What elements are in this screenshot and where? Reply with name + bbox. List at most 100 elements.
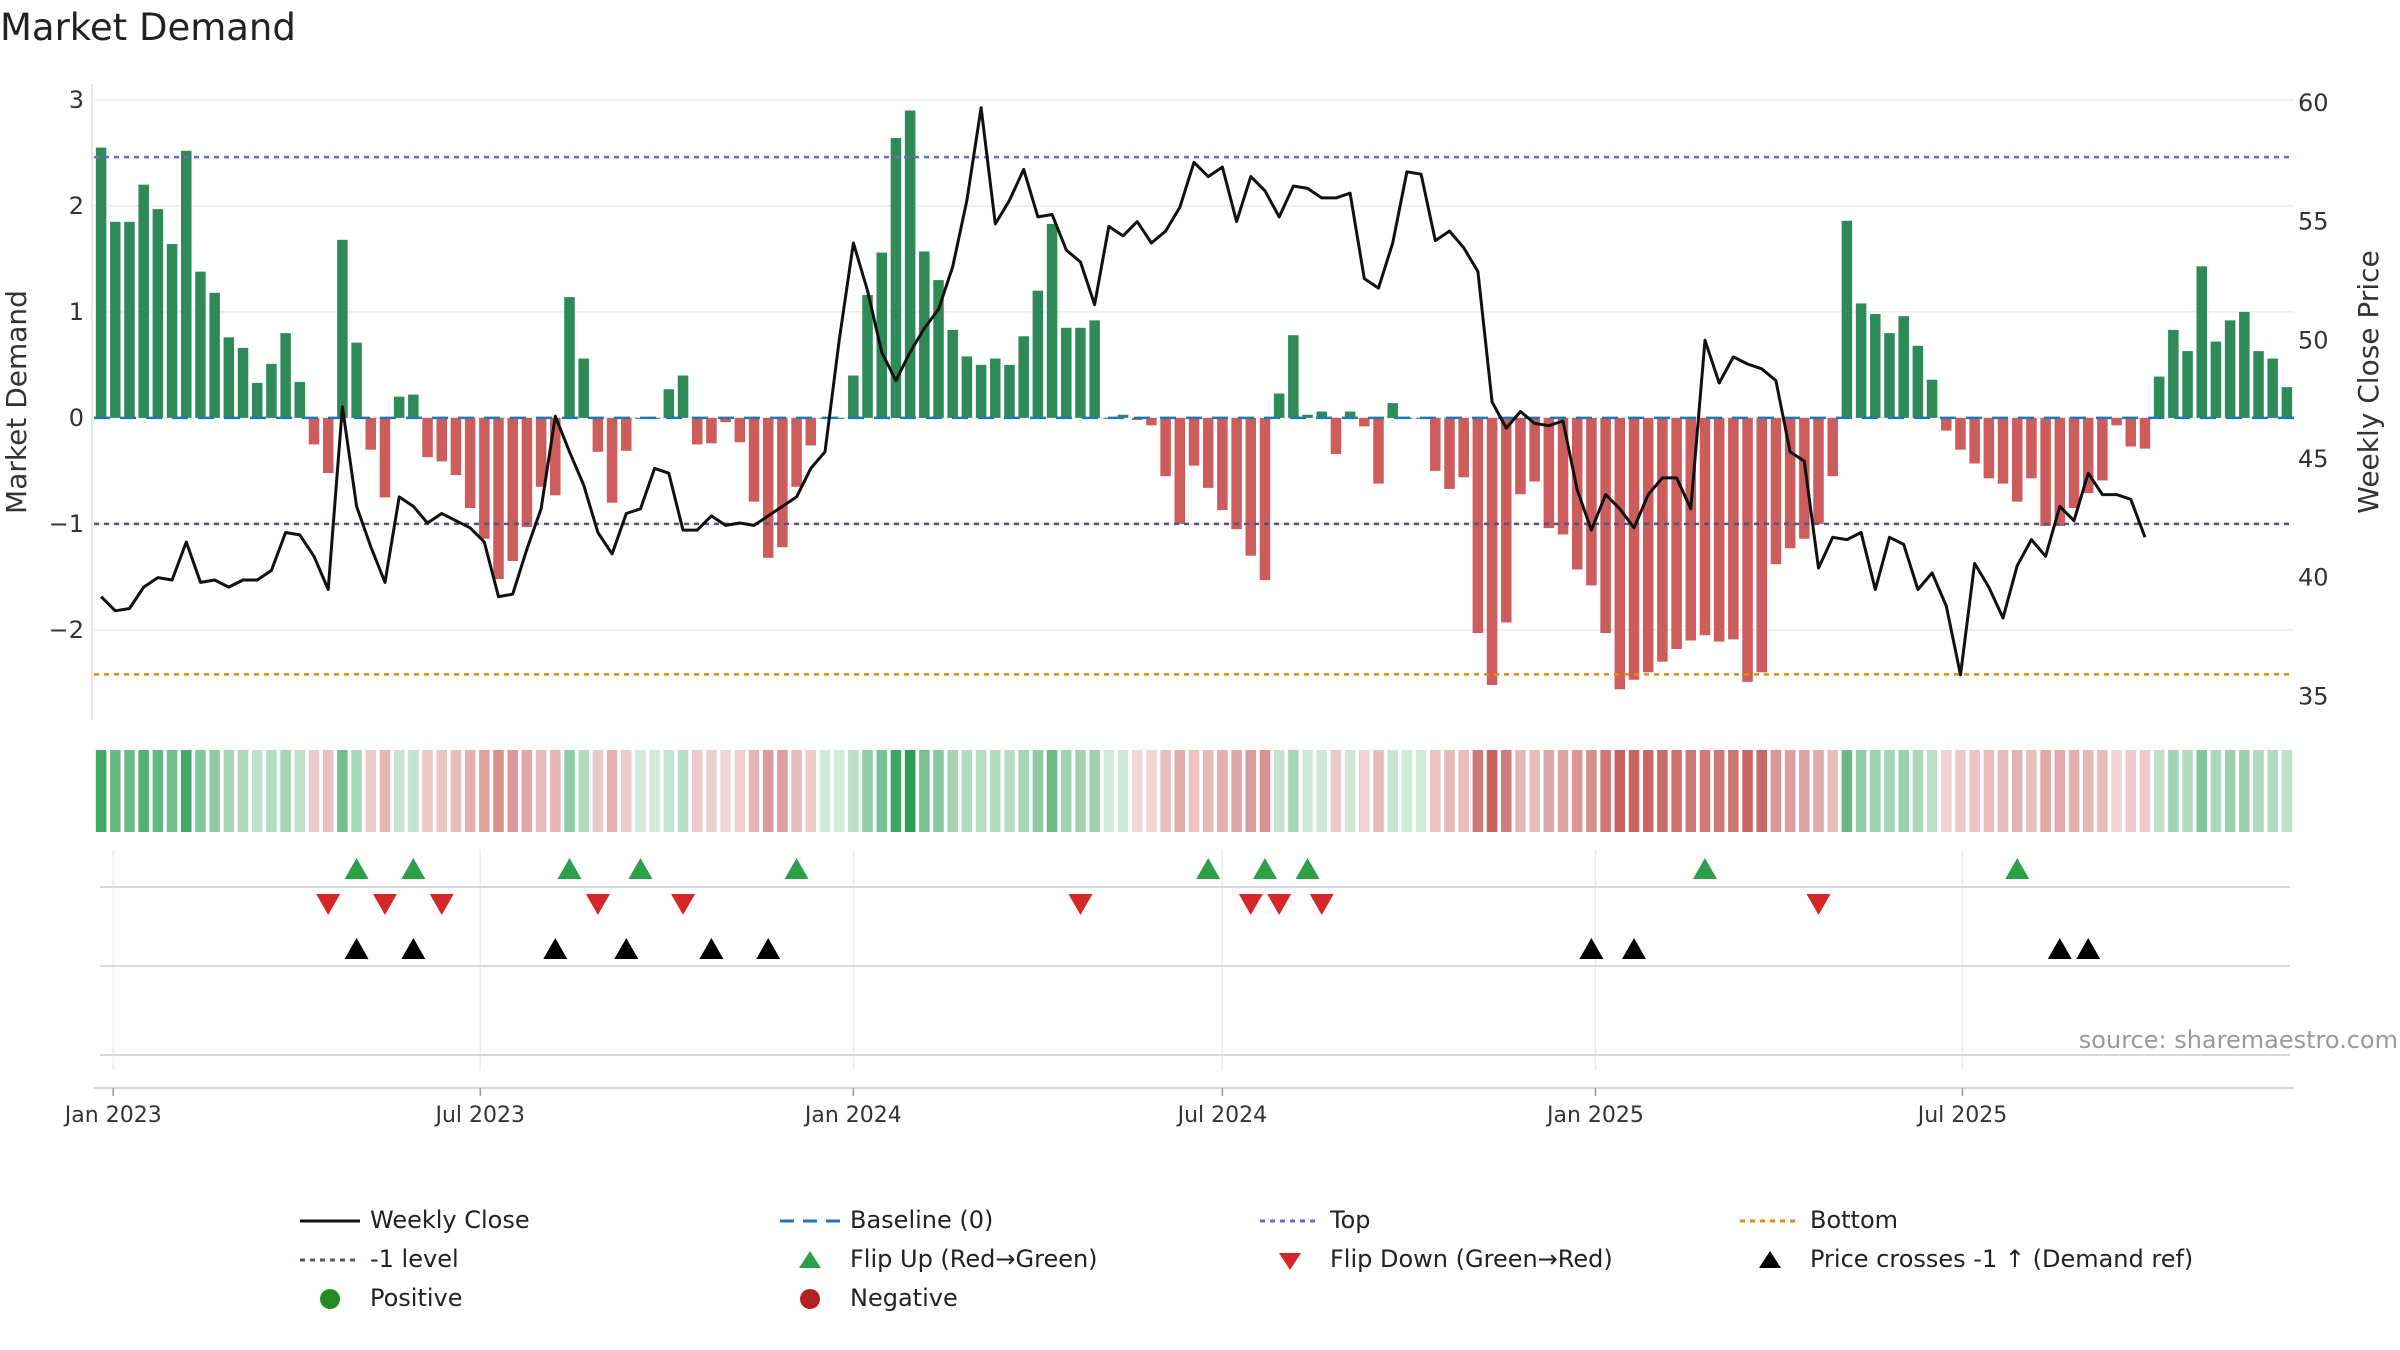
- y-left-tick-label: 0: [69, 404, 84, 432]
- heat-strip-cell: [493, 750, 504, 832]
- demand-bar: [1529, 417, 1540, 482]
- demand-bar: [251, 382, 263, 418]
- demand-bar: [663, 389, 675, 418]
- price-cross-marker: [401, 938, 426, 959]
- demand-bar: [95, 147, 107, 418]
- demand-bar: [351, 342, 362, 418]
- x-tick-label: Jul 2023: [434, 1103, 526, 1128]
- heat-strip-cell: [1387, 750, 1398, 832]
- demand-bar: [734, 417, 746, 443]
- legend-label: Positive: [370, 1284, 463, 1312]
- demand-bar: [1728, 417, 1739, 640]
- demand-bar: [1245, 417, 1257, 556]
- demand-bar: [1515, 417, 1526, 495]
- legend-swatch-positive: [320, 1289, 340, 1309]
- heat-strip-cell: [606, 750, 618, 832]
- heat-strip-cell: [181, 750, 192, 832]
- heat-strip-cell: [975, 750, 987, 832]
- heat-strip-cell: [1131, 750, 1143, 832]
- demand-bar: [195, 271, 206, 418]
- demand-bar: [1486, 417, 1498, 686]
- price-cross-marker: [756, 938, 781, 959]
- heat-strip-cell: [521, 750, 533, 832]
- heat-strip-cell: [464, 750, 476, 832]
- legend-swatch-top: [1260, 1219, 1320, 1223]
- heat-strip-cell: [1898, 750, 1909, 832]
- legend-item-top: Top: [1260, 1206, 1371, 1234]
- demand-bar: [2111, 417, 2122, 426]
- demand-bar: [1061, 327, 1072, 418]
- heat-strip-cell: [1600, 750, 1611, 832]
- demand-bar: [990, 358, 1001, 418]
- legend-item-weekly-close: Weekly Close: [300, 1206, 530, 1234]
- heat-strip-cell: [848, 750, 859, 832]
- demand-bar: [1231, 417, 1242, 530]
- demand-bar: [961, 356, 973, 418]
- demand-bar: [1586, 417, 1597, 586]
- heat-strip-cell: [876, 750, 887, 832]
- demand-bar: [138, 184, 149, 418]
- heat-strip-cell: [2224, 750, 2236, 832]
- heat-strip-cell: [237, 750, 249, 832]
- heat-strip-cell: [1458, 750, 1469, 832]
- heat-strip-cell: [1586, 750, 1597, 832]
- demand-bar: [691, 417, 703, 445]
- demand-bar: [2210, 341, 2222, 418]
- legend-swatch-weekly-close: [300, 1219, 360, 1223]
- flip-down-marker: [1068, 894, 1093, 915]
- flip-down-marker: [372, 894, 397, 915]
- demand-bar: [1898, 316, 1909, 418]
- demand-bar: [223, 337, 235, 418]
- demand-bar: [1600, 417, 1611, 634]
- heat-strip-cell: [1316, 750, 1327, 832]
- y-right-tick-label: 35: [2298, 682, 2329, 710]
- y-left-tick-label: −1: [49, 510, 84, 538]
- flip-down-marker: [1309, 894, 1334, 915]
- y-right-axis-label: Weekly Close Price: [2352, 250, 2385, 513]
- demand-bar: [152, 209, 164, 418]
- heat-strip-cell: [748, 750, 760, 832]
- heat-strip-cell: [1941, 750, 1952, 832]
- demand-bar: [294, 381, 306, 418]
- demand-bar: [2139, 417, 2151, 449]
- x-tick-label: Jul 2024: [1176, 1103, 1268, 1128]
- y-left-tick-label: 3: [69, 86, 84, 114]
- y-right-tick-label: 60: [2298, 89, 2329, 117]
- demand-bar: [521, 417, 533, 528]
- heat-strip-cell: [1444, 750, 1455, 832]
- demand-bar: [720, 417, 731, 423]
- demand-bar: [1359, 417, 1370, 427]
- price-cross-marker: [614, 938, 639, 959]
- heat-strip-cell: [1571, 750, 1583, 832]
- heat-strip-cell: [152, 750, 164, 832]
- heat-strip-cell: [621, 750, 632, 832]
- legend-label: Flip Up (Red→Green): [850, 1245, 1098, 1273]
- demand-bar: [1969, 417, 1980, 464]
- y-left-tick-label: 1: [69, 298, 84, 326]
- heat-strip-cell: [1756, 750, 1767, 832]
- demand-bar: [2068, 417, 2080, 508]
- heat-strip-cell: [1075, 750, 1086, 832]
- legend-item-price-cross: Price crosses -1 ↑ (Demand ref): [1740, 1245, 2193, 1273]
- x-tick-label: Jul 2025: [1916, 1103, 2008, 1128]
- demand-bar: [1302, 414, 1313, 418]
- heat-strip-cell: [1430, 750, 1441, 832]
- price-cross-marker: [543, 938, 568, 959]
- demand-bar: [1217, 417, 1228, 511]
- heat-strip-cell: [819, 750, 831, 832]
- demand-bar: [833, 417, 845, 419]
- demand-bar: [762, 417, 774, 558]
- demand-bar: [1841, 220, 1853, 418]
- heat-strip-cell: [1117, 750, 1129, 832]
- demand-bar: [606, 417, 618, 503]
- flip-up-marker: [1692, 858, 1717, 879]
- flip-down-marker: [671, 894, 696, 915]
- demand-bar: [507, 417, 518, 561]
- demand-bar: [1685, 417, 1697, 641]
- y-right-tick-label: 55: [2298, 208, 2329, 236]
- heat-strip-cell: [1742, 750, 1753, 832]
- heat-strip-cell: [95, 750, 107, 832]
- heat-strip-cell: [1699, 750, 1711, 832]
- demand-bar: [1855, 303, 1867, 418]
- demand-bar: [2026, 417, 2037, 479]
